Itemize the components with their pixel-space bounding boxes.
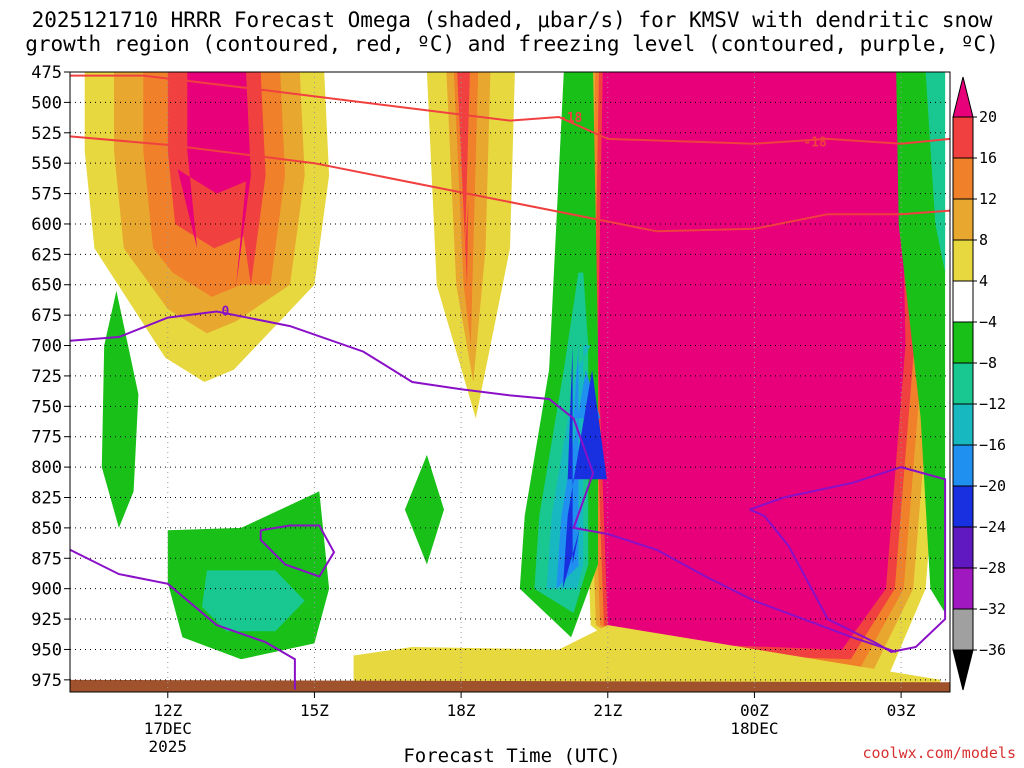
y-tick-label-900: 900 [31, 580, 62, 600]
colorbar-bin [952, 239, 974, 282]
colorbar-bin [952, 362, 974, 405]
updraft-ring-4 [597, 72, 906, 650]
x-date-label: 17DEC [144, 719, 192, 738]
colorbar-bin [952, 526, 974, 569]
x-tick-label-00Z: 00Z [740, 701, 769, 720]
dgz-contour-label: -18 [559, 111, 583, 126]
colorbar-label: −28 [979, 559, 1006, 577]
colorbar-label: 20 [979, 108, 997, 126]
site-credit[interactable]: coolwx.com/models [862, 744, 1016, 762]
y-tick-label-550: 550 [31, 154, 62, 174]
colorbar-bin [952, 485, 974, 528]
colorbar-label: 16 [979, 149, 997, 167]
x-tick-label-12Z: 12Z [153, 701, 182, 720]
ground-surface [70, 679, 950, 692]
y-tick-label-975: 975 [31, 671, 62, 691]
y-tick-label-625: 625 [31, 245, 62, 265]
x-axis-title: Forecast Time (UTC) [403, 745, 621, 767]
downdraft-small-2 [404, 454, 444, 565]
y-tick-label-700: 700 [31, 337, 62, 357]
plot-frame [69, 71, 951, 693]
colorbar-bin [952, 280, 974, 323]
colorbar-bin [952, 198, 974, 241]
y-tick-label-950: 950 [31, 640, 62, 660]
colorbar-bin [952, 567, 974, 610]
x-tick-label-21Z: 21Z [593, 701, 622, 720]
colorbar-label: 4 [979, 272, 988, 290]
y-axis: 475 500 525 550 575 600 625 650 675 700 725 750 775 8… [31, 63, 70, 691]
freezing-level-frz_loop_left [259, 524, 336, 578]
colorbar-label: 12 [979, 190, 997, 208]
y-tick-label-575: 575 [31, 185, 62, 205]
colorbar-bin [952, 321, 974, 364]
downdraft-right-core [925, 72, 946, 273]
x-tick-label-18Z: 18Z [447, 701, 476, 720]
left-updraft-ring-4 [177, 72, 251, 285]
y-tick-label-675: 675 [31, 306, 62, 326]
y-tick-label-650: 650 [31, 276, 62, 296]
colorbar-bin [952, 157, 974, 200]
y-tick-label-825: 825 [31, 488, 62, 508]
dgz-contour-label: -18 [803, 135, 827, 150]
contour-lines: -18 -18 0 [70, 74, 950, 690]
grid-lines [70, 72, 950, 692]
freezing-level-frz_loop_right [749, 466, 947, 653]
y-tick-label-500: 500 [31, 93, 62, 113]
colorbar-bin [952, 608, 974, 651]
colorbar-label: 8 [979, 231, 988, 249]
colorbar-label: −36 [979, 641, 1006, 659]
x-date-label: 18DEC [730, 719, 778, 738]
y-tick-label-725: 725 [31, 367, 62, 387]
freezing-level-frz_line [70, 310, 897, 653]
colorbar-bin [952, 403, 974, 446]
updraft-skirt [353, 625, 941, 692]
colorbar: 20 16 12 8 4 −4 −8 −12 −16 −20 −24 −28 −32 −36 [952, 76, 1006, 691]
omega-shading [70, 72, 950, 692]
colorbar-top-arrow [952, 76, 974, 118]
colorbar-label: −4 [979, 313, 997, 331]
y-tick-label-475: 475 [31, 63, 62, 83]
colorbar-label: −8 [979, 354, 997, 372]
freezing-level-frz_lower_left [70, 548, 296, 690]
x-tick-label-15Z: 15Z [300, 701, 329, 720]
colorbar-label: −12 [979, 395, 1006, 413]
y-tick-label-850: 850 [31, 519, 62, 539]
mid-updraft-ring-3 [457, 72, 470, 285]
x-tick-label-03Z: 03Z [887, 701, 916, 720]
y-tick-label-925: 925 [31, 610, 62, 630]
colorbar-label: −24 [979, 518, 1006, 536]
y-tick-label-875: 875 [31, 549, 62, 569]
downdraft-right-edge [896, 72, 946, 613]
y-tick-label-525: 525 [31, 124, 62, 144]
freezing-contour-label: 0 [222, 304, 230, 319]
colorbar-bin [952, 116, 974, 159]
colorbar-bin [952, 444, 974, 487]
colorbar-label: −32 [979, 600, 1006, 618]
y-tick-label-800: 800 [31, 458, 62, 478]
colorbar-label: −20 [979, 477, 1006, 495]
dgz-lower-contour [70, 135, 950, 233]
chart-title-line2: growth region (contoured, red, ºC) and f… [25, 32, 999, 56]
colorbar-bottom-arrow [952, 649, 974, 691]
chart-title-line1: 2025121710 HRRR Forecast Omega (shaded, … [31, 8, 993, 32]
y-tick-label-750: 750 [31, 397, 62, 417]
y-tick-label-600: 600 [31, 215, 62, 235]
x-year-label: 2025 [149, 737, 188, 756]
y-tick-label-775: 775 [31, 428, 62, 448]
dgz-upper-contour [70, 74, 950, 145]
colorbar-label: −16 [979, 436, 1006, 454]
downdraft-lower-left-core [202, 570, 305, 632]
downdraft-small-1 [101, 290, 139, 528]
